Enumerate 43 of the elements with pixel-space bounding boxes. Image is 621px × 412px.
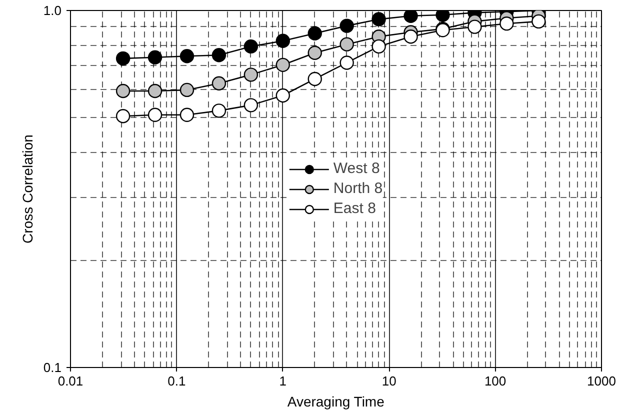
point [340, 56, 354, 70]
point [404, 30, 418, 44]
point [116, 109, 130, 124]
point [244, 68, 258, 82]
point [404, 10, 418, 23]
point [372, 12, 386, 26]
x-tick-label: 1000 [587, 374, 616, 388]
legend-label: East 8 [333, 200, 376, 217]
x-tick-label: 100 [484, 374, 506, 388]
point [116, 84, 130, 98]
x-tick-label: 10 [382, 374, 396, 388]
point [308, 26, 322, 40]
point [148, 50, 162, 64]
y-tick-label: 1.0 [43, 3, 62, 18]
point [244, 39, 258, 54]
legend-label: West 8 [333, 160, 380, 177]
point [276, 58, 290, 72]
point [148, 84, 162, 98]
point [468, 20, 482, 34]
point [500, 16, 514, 31]
point [340, 18, 354, 33]
point [212, 104, 226, 118]
point [532, 14, 546, 29]
point [276, 34, 290, 48]
x-tick-label: 0.01 [58, 374, 84, 388]
point [212, 76, 226, 90]
point [180, 49, 194, 64]
x-axis-title: Averaging Time [287, 394, 385, 410]
point [180, 108, 194, 122]
point [212, 48, 226, 62]
point [372, 39, 386, 54]
point [308, 72, 322, 86]
legend-label: North 8 [333, 180, 383, 197]
point [276, 88, 290, 103]
point [340, 37, 354, 52]
point [116, 51, 130, 66]
y-axis-title: Cross Correlation [19, 134, 36, 244]
point [148, 108, 162, 122]
x-tick-label: 0.1 [168, 374, 186, 388]
point [180, 82, 194, 98]
point [308, 46, 322, 60]
x-tick-label: 1 [279, 374, 287, 388]
point [244, 98, 258, 112]
